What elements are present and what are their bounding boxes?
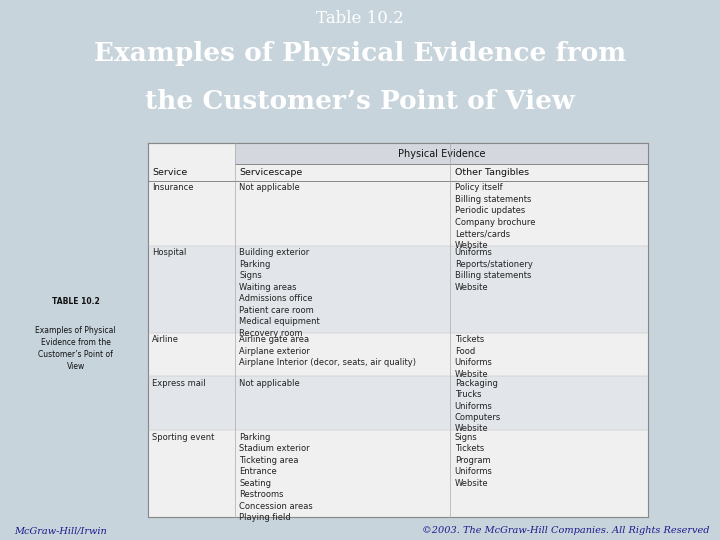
Text: Examples of Physical Evidence from: Examples of Physical Evidence from bbox=[94, 40, 626, 65]
Text: the Customer’s Point of View: the Customer’s Point of View bbox=[145, 89, 575, 114]
FancyBboxPatch shape bbox=[235, 144, 648, 164]
Text: Hospital: Hospital bbox=[152, 248, 186, 258]
Text: Table 10.2: Table 10.2 bbox=[316, 10, 404, 27]
Text: ©2003. The McGraw-Hill Companies. All Rights Reserved: ©2003. The McGraw-Hill Companies. All Ri… bbox=[422, 526, 709, 535]
FancyBboxPatch shape bbox=[148, 246, 648, 333]
FancyBboxPatch shape bbox=[148, 181, 648, 246]
Text: TABLE 10.2: TABLE 10.2 bbox=[52, 298, 99, 306]
Text: Physical Evidence: Physical Evidence bbox=[398, 148, 485, 159]
Text: Examples of Physical
Evidence from the
Customer’s Point of
View: Examples of Physical Evidence from the C… bbox=[35, 326, 116, 370]
Text: Servicescape: Servicescape bbox=[240, 168, 302, 177]
Text: Tickets
Food
Uniforms
Website: Tickets Food Uniforms Website bbox=[454, 335, 492, 379]
Text: Express mail: Express mail bbox=[152, 379, 205, 388]
FancyBboxPatch shape bbox=[148, 376, 648, 430]
Text: Airline gate area
Airplane exterior
Airplane Interior (decor, seats, air quality: Airline gate area Airplane exterior Airp… bbox=[240, 335, 416, 367]
Text: Sporting event: Sporting event bbox=[152, 433, 215, 442]
FancyBboxPatch shape bbox=[148, 333, 648, 376]
Text: Signs
Tickets
Program
Uniforms
Website: Signs Tickets Program Uniforms Website bbox=[454, 433, 492, 488]
Text: Service: Service bbox=[152, 168, 187, 177]
Text: Parking
Stadium exterior
Ticketing area
Entrance
Seating
Restrooms
Concession ar: Parking Stadium exterior Ticketing area … bbox=[240, 433, 313, 522]
Text: Uniforms
Reports/stationery
Billing statements
Website: Uniforms Reports/stationery Billing stat… bbox=[454, 248, 533, 292]
Text: Policy itself
Billing statements
Periodic updates
Company brochure
Letters/cards: Policy itself Billing statements Periodi… bbox=[454, 183, 535, 249]
Text: Airline: Airline bbox=[152, 335, 179, 344]
FancyBboxPatch shape bbox=[148, 430, 648, 517]
Text: Other Tangibles: Other Tangibles bbox=[454, 168, 528, 177]
Text: Not applicable: Not applicable bbox=[240, 379, 300, 388]
FancyBboxPatch shape bbox=[148, 144, 648, 517]
Text: Building exterior
Parking
Signs
Waiting areas
Admissions office
Patient care roo: Building exterior Parking Signs Waiting … bbox=[240, 248, 320, 338]
Text: McGraw-Hill/Irwin: McGraw-Hill/Irwin bbox=[14, 526, 107, 535]
Text: Packaging
Trucks
Uniforms
Computers
Website: Packaging Trucks Uniforms Computers Webs… bbox=[454, 379, 501, 434]
Text: Insurance: Insurance bbox=[152, 183, 194, 192]
Text: Not applicable: Not applicable bbox=[240, 183, 300, 192]
